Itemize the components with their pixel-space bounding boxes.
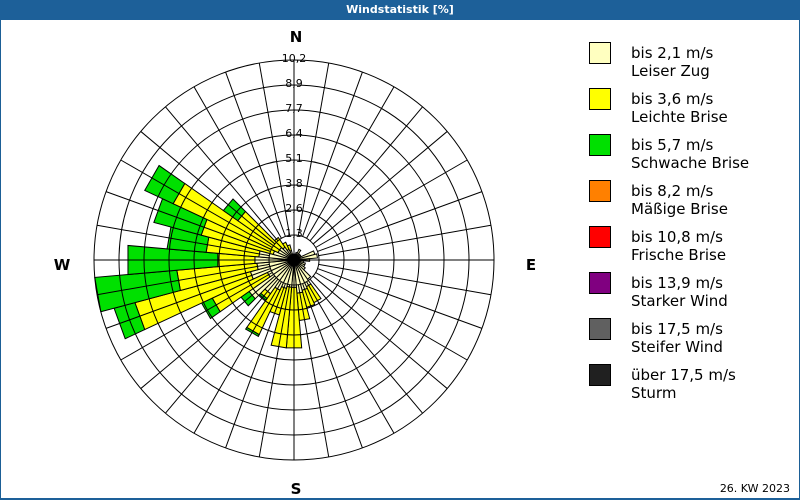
grid-spoke — [140, 131, 276, 245]
ring-label: 2,6 — [285, 202, 303, 215]
legend-item-maessige-brise: bis 8,2 m/s Mäßige Brise — [589, 178, 789, 224]
legend-swatch — [589, 226, 611, 248]
compass-west-label: W — [54, 256, 71, 274]
legend-range: bis 8,2 m/s — [631, 182, 714, 200]
legend-swatch — [589, 88, 611, 110]
legend-name: Schwache Brise — [631, 154, 750, 172]
ring-labels: 1,3 2,6 3,8 5,1 6,4 7,7 8,9 10,2 — [282, 52, 307, 240]
legend-swatch — [589, 180, 611, 202]
grid-spoke — [306, 86, 395, 239]
legend-swatch — [589, 134, 611, 156]
grid-spoke — [258, 284, 291, 458]
ring-label: 5,1 — [285, 152, 303, 165]
legend-item-leiser-zug: bis 2,1 m/s Leiser Zug — [589, 40, 789, 86]
ring-label: 1,3 — [285, 227, 303, 240]
grid-spoke — [297, 284, 330, 458]
week-label: 26. KW 2023 — [719, 482, 790, 495]
grid-spoke — [105, 191, 271, 252]
grid-spoke — [165, 278, 279, 414]
legend-name: Frische Brise — [631, 246, 727, 264]
grid-spoke — [306, 281, 395, 434]
grid-spoke — [297, 62, 330, 236]
grid-spoke — [312, 131, 448, 245]
legend-swatch — [589, 318, 611, 340]
grid-spoke — [302, 71, 363, 237]
grid-spoke — [318, 263, 492, 296]
legend-item-sturm: über 17,5 m/s Sturm — [589, 362, 789, 408]
grid-spoke — [258, 62, 291, 236]
legend-name: Mäßige Brise — [631, 200, 728, 218]
bottom-border — [0, 498, 800, 500]
grid-spoke — [225, 283, 286, 449]
ring-label: 6,4 — [285, 127, 303, 140]
grid-spoke — [225, 71, 286, 237]
wind-sector-bar — [286, 244, 293, 252]
compass-east-label: E — [526, 256, 536, 274]
grid-spoke — [318, 224, 492, 257]
grid-spoke — [96, 263, 270, 296]
grid-spoke — [120, 272, 273, 361]
ring-label: 8,9 — [285, 77, 303, 90]
grid-spoke — [309, 106, 423, 242]
legend-range: über 17,5 m/s — [631, 366, 736, 384]
compass-north-label: N — [290, 28, 303, 46]
legend-range: bis 13,9 m/s — [631, 274, 723, 292]
legend-range: bis 10,8 m/s — [631, 228, 723, 246]
legend-item-steifer-wind: bis 17,5 m/s Steifer Wind — [589, 316, 789, 362]
legend-range: bis 5,7 m/s — [631, 136, 714, 154]
legend-item-leichte-brise: bis 3,6 m/s Leichte Brise — [589, 86, 789, 132]
legend-swatch — [589, 272, 611, 294]
grid-spoke — [312, 275, 448, 389]
grid-spoke — [193, 281, 282, 434]
legend-range: bis 3,6 m/s — [631, 90, 714, 108]
ring-label: 7,7 — [285, 102, 303, 115]
grid-spoke — [317, 268, 483, 329]
legend-range: bis 2,1 m/s — [631, 44, 714, 62]
center-hub — [290, 256, 298, 264]
legend-swatch — [589, 42, 611, 64]
legend-name: Sturm — [631, 384, 677, 402]
legend-name: Leiser Zug — [631, 62, 710, 80]
chart-title: Windstatistik [%] — [0, 0, 800, 20]
legend-name: Leichte Brise — [631, 108, 728, 126]
grid-spoke — [302, 283, 363, 449]
legend: bis 2,1 m/s Leiser Zug bis 3,6 m/s Leichte… — [589, 40, 789, 408]
grid-spoke — [120, 159, 273, 248]
grid-spoke — [315, 272, 468, 361]
ring-label: 3,8 — [285, 177, 303, 190]
legend-item-schwache-brise: bis 5,7 m/s Schwache Brise — [589, 132, 789, 178]
legend-item-frische-brise: bis 10,8 m/s Frische Brise — [589, 224, 789, 270]
legend-name: Starker Wind — [631, 292, 728, 310]
legend-item-starker-wind: bis 13,9 m/s Starker Wind — [589, 270, 789, 316]
wind-sector-bar — [282, 241, 290, 252]
wind-rose-grid — [93, 59, 495, 461]
grid-spoke — [105, 268, 271, 329]
legend-name: Steifer Wind — [631, 338, 723, 356]
grid-spoke — [309, 278, 423, 414]
legend-range: bis 17,5 m/s — [631, 320, 723, 338]
grid-spoke — [193, 86, 282, 239]
grid-spoke — [165, 106, 279, 242]
legend-swatch — [589, 364, 611, 386]
compass-south-label: S — [291, 480, 302, 498]
ring-label: 10,2 — [282, 52, 307, 65]
grid-spoke — [140, 275, 276, 389]
grid-spoke — [315, 159, 468, 248]
grid-spoke — [317, 191, 483, 252]
grid-spoke — [96, 224, 270, 257]
